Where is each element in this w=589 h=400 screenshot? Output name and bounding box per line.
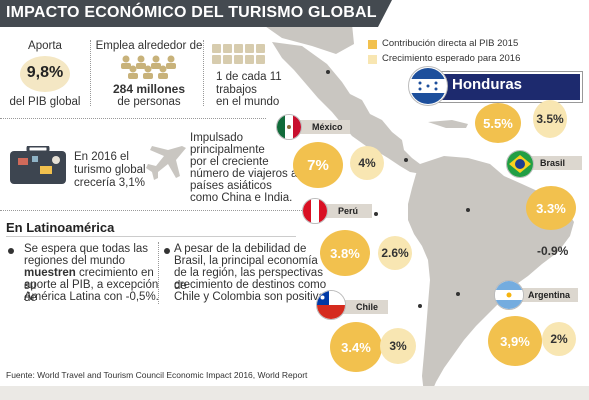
chile-name: Chile (356, 302, 379, 312)
driver-line6: como China e India. (190, 192, 293, 204)
forecast-line1: En 2016 el (74, 151, 129, 163)
bullet2-line5: Chile y Colombia son positivas. (174, 291, 334, 303)
mexico-flag (276, 114, 302, 140)
map-pin (466, 208, 470, 212)
honduras-flag (408, 66, 448, 106)
map-pin (326, 70, 330, 74)
peru-growth-circle: 2.6% (378, 236, 412, 270)
argentina-name: Argentina (528, 290, 571, 300)
bullet1-line2: regiones del mundo (24, 255, 126, 267)
legend-box (362, 34, 512, 70)
brasil-flag (506, 150, 534, 178)
emplea-value: 284 millones (112, 82, 186, 96)
brasil-name: Brasil (540, 158, 566, 168)
forecast-line3: crecería 3,1% (74, 177, 145, 189)
map-pin (418, 304, 422, 308)
mexico-pib-circle: 7% (293, 142, 343, 188)
source-text: Fuente: World Travel and Tourism Council… (6, 370, 308, 380)
header-corner (378, 0, 392, 27)
bullet1-line3-rest: crecimiento en su (24, 267, 154, 292)
chile-pib-circle: 3.4% (330, 322, 382, 372)
legend-item1: Contribución directa al PIB 2015 (382, 38, 519, 49)
legend-swatch-light (368, 55, 377, 64)
honduras-pib-circle: 5.5% (475, 103, 521, 143)
bullet2-line3: de la región, las perspectivas de (174, 267, 323, 292)
ratio-line2: trabajos (216, 84, 257, 96)
bullet1-line4: aporte al PIB, a excepción de (24, 279, 159, 304)
bullet-dot (164, 248, 170, 254)
divider (203, 40, 204, 106)
peru-name: Perú (338, 206, 359, 216)
usa-edge-shape (262, 24, 354, 54)
chile-flag (316, 290, 346, 320)
honduras-growth-circle: 3.5% (533, 100, 567, 138)
peru-pib-circle: 3.8% (320, 230, 370, 276)
mexico-growth-circle: 4% (350, 146, 384, 180)
driver-line4: número de viajeros a (190, 168, 298, 180)
bullet1-line5: América Latina con -0,5%. (24, 291, 159, 303)
map-pin (404, 158, 408, 162)
map-pin (456, 292, 460, 296)
header-bar: IMPACTO ECONÓMICO DEL TURISMO GLOBAL (0, 0, 392, 27)
argentina-flag (494, 280, 524, 310)
chile-banner: Chile (334, 300, 388, 314)
bullet1-line3: muestren crecimiento en su (24, 267, 164, 293)
divider (90, 40, 91, 106)
workers-icon (121, 55, 176, 79)
chairs-icon (212, 44, 265, 64)
brasil-growth-value: -0.9% (537, 244, 569, 258)
honduras-name: Honduras (452, 76, 523, 93)
divider (158, 242, 159, 304)
aporta-sub: del PIB global (9, 96, 81, 108)
aporta-label: Aporta (28, 40, 62, 52)
bullet2-line4: crecimiento de destinos como (174, 279, 327, 291)
argentina-growth-circle: 2% (542, 322, 576, 356)
chile-growth-circle: 3% (380, 328, 416, 364)
map-pin (374, 212, 378, 216)
peru-flag (302, 198, 328, 224)
bullet2-line1: A pesar de la debilidad de (174, 243, 307, 255)
caribbean-shape (428, 120, 468, 128)
mexico-banner: México (290, 120, 350, 134)
legend-swatch-dark (368, 40, 377, 49)
ratio-line1: 1 de cada 11 (216, 71, 282, 83)
forecast-line2: turismo global (74, 164, 146, 176)
brasil-banner: Brasil (530, 156, 582, 170)
driver-line1: Impulsado (190, 132, 244, 144)
bullet2-line2: Brasil, la principal economía (174, 255, 318, 267)
peru-banner: Perú (316, 204, 372, 218)
ratio-line3: en el mundo (216, 96, 280, 108)
page-title: IMPACTO ECONÓMICO DEL TURISMO GLOBAL (6, 4, 377, 21)
bullet-dot (8, 248, 14, 254)
driver-line2: principalmente (190, 144, 265, 156)
central-america-shape (272, 42, 428, 174)
latam-heading: En Latinoamérica (6, 220, 115, 235)
driver-line5: países asiáticos (190, 180, 272, 192)
aporta-value: 9,8% (26, 64, 64, 81)
legend-item2: Crecimiento esperado para 2016 (382, 53, 521, 64)
bullet1-bold: muestren (24, 267, 76, 279)
brasil-pib-circle: 3.3% (526, 186, 576, 230)
emplea-label: Emplea alrededor de (95, 40, 203, 52)
divider (6, 236, 296, 237)
airplane-icon (146, 146, 186, 180)
divider (0, 118, 266, 119)
mexico-name: México (312, 122, 343, 132)
suitcase-icon (10, 146, 66, 184)
divider (0, 210, 302, 211)
footer-bar (0, 386, 589, 400)
driver-line3: por el creciente (190, 156, 269, 168)
emplea-sub: de personas (117, 96, 181, 108)
bullet1-line1: Se espera que todas las (24, 243, 149, 255)
aporta-bg-circle (20, 56, 70, 92)
argentina-pib-circle: 3,9% (488, 316, 542, 366)
argentina-banner: Argentina (512, 288, 578, 302)
